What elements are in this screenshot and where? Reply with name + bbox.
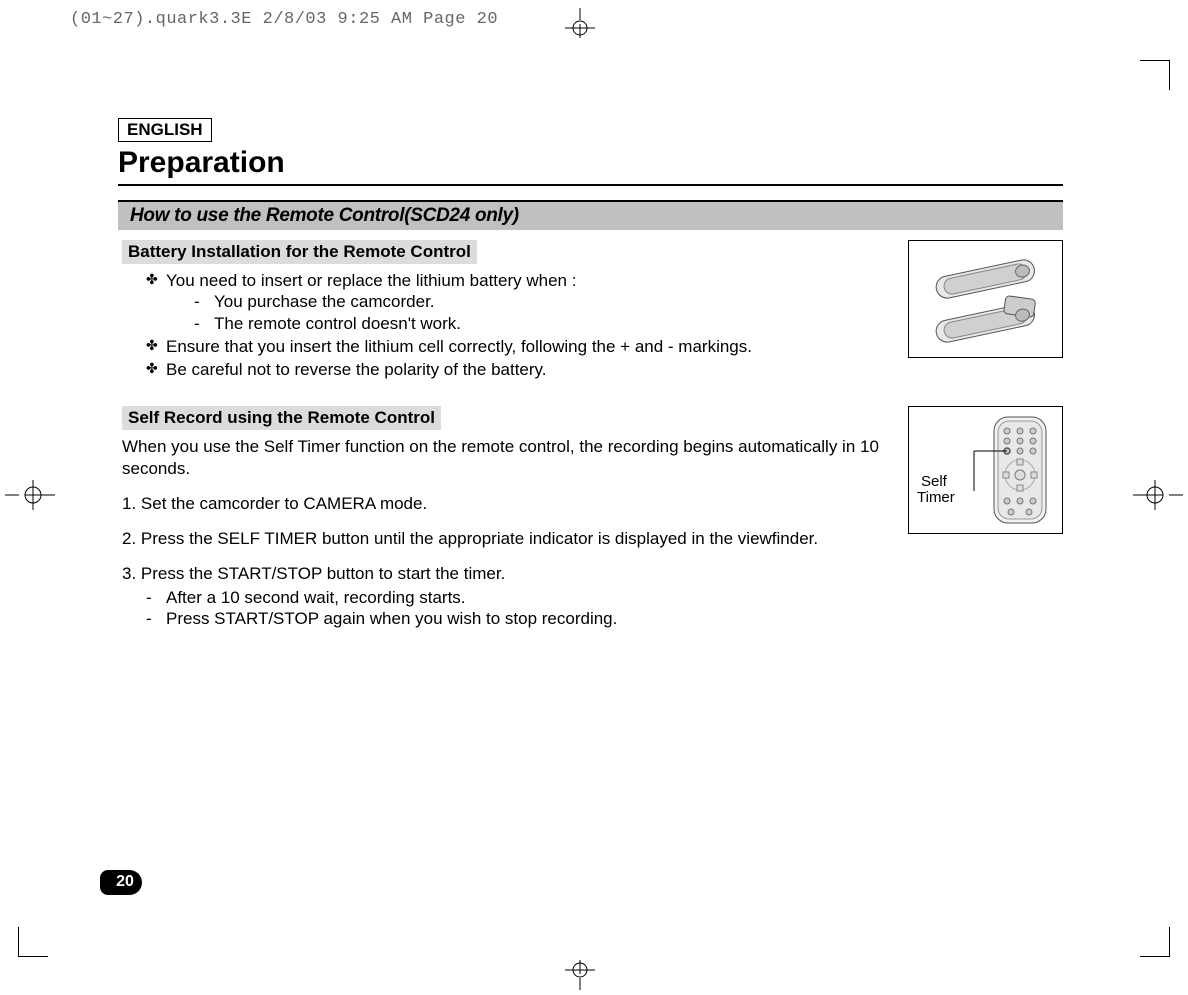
crop-mark-right	[1133, 470, 1183, 520]
crop-mark-bottom	[545, 960, 615, 990]
dash-item: The remote control doesn't work.	[194, 313, 890, 334]
page-title: Preparation	[118, 146, 1068, 180]
dash-item: Press START/STOP again when you wish to …	[146, 608, 890, 629]
battery-bullets: You need to insert or replace the lithiu…	[118, 270, 890, 380]
section-heading-bar: How to use the Remote Control(SCD24 only…	[118, 200, 1063, 230]
dash-item: After a 10 second wait, recording starts…	[146, 587, 890, 608]
trim-mark-bl	[18, 927, 48, 957]
figure-battery-install	[908, 240, 1063, 358]
trim-mark-tr	[1140, 60, 1170, 90]
dash-item: You purchase the camcorder.	[194, 291, 890, 312]
figure-remote-selftimer: Self Timer	[908, 406, 1063, 534]
step-item: 2. Press the SELF TIMER button until the…	[122, 528, 890, 549]
subheading-selfrecord: Self Record using the Remote Control	[122, 406, 441, 430]
title-rule	[118, 184, 1063, 186]
self-timer-steps: 1. Set the camcorder to CAMERA mode. 2. …	[118, 493, 890, 629]
bullet-text: Be careful not to reverse the polarity o…	[146, 359, 890, 380]
step-item: 3. Press the START/STOP button to start …	[122, 563, 890, 629]
subheading-battery: Battery Installation for the Remote Cont…	[122, 240, 477, 264]
figure-label-self: Self	[921, 473, 947, 490]
crop-mark-left	[5, 470, 55, 520]
page-number-badge: 20	[108, 870, 142, 895]
figure-label-timer: Timer	[917, 489, 955, 506]
step-item: 1. Set the camcorder to CAMERA mode.	[122, 493, 890, 514]
language-box: ENGLISH	[118, 118, 212, 142]
crop-mark-top	[545, 8, 615, 38]
print-slug: (01~27).quark3.3E 2/8/03 9:25 AM Page 20	[70, 10, 498, 29]
self-timer-intro: When you use the Self Timer function on …	[118, 436, 890, 479]
bullet-text: You need to insert or replace the lithiu…	[166, 271, 576, 290]
bullet-text: Ensure that you insert the lithium cell …	[146, 336, 890, 357]
page-content: ENGLISH Preparation How to use the Remot…	[118, 118, 1068, 643]
trim-mark-br	[1140, 927, 1170, 957]
step-text: 3. Press the START/STOP button to start …	[122, 564, 505, 583]
